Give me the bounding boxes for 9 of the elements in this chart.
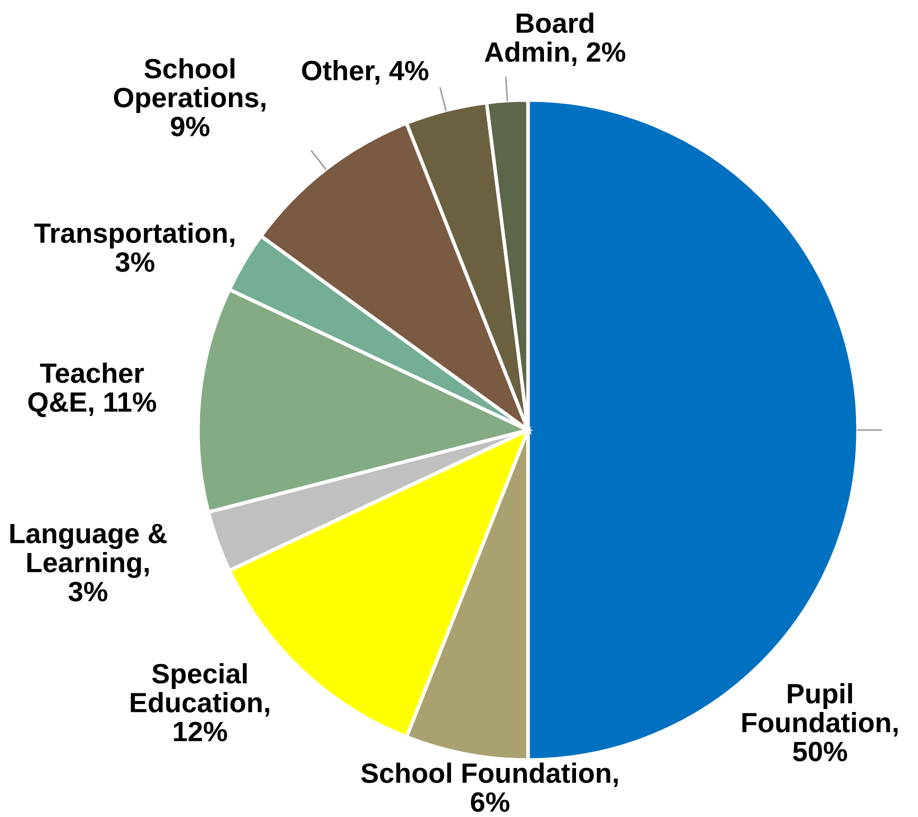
slice-label: Other, 4% [302,60,428,84]
slice-label: Language & Learning, 3% [10,524,167,602]
slice-label: Special Education, 12% [130,663,270,742]
slice-label: Teacher Q&E, 11% [28,362,156,418]
slice-label: Pupil Foundation, 50% [742,683,898,762]
slice-label: School Operations, 9% [114,58,266,136]
slice-label: Board Admin, 2% [484,12,626,66]
slice-label: School Foundation, 6% [361,762,618,812]
slice-label: Transportation, 3% [34,222,234,272]
